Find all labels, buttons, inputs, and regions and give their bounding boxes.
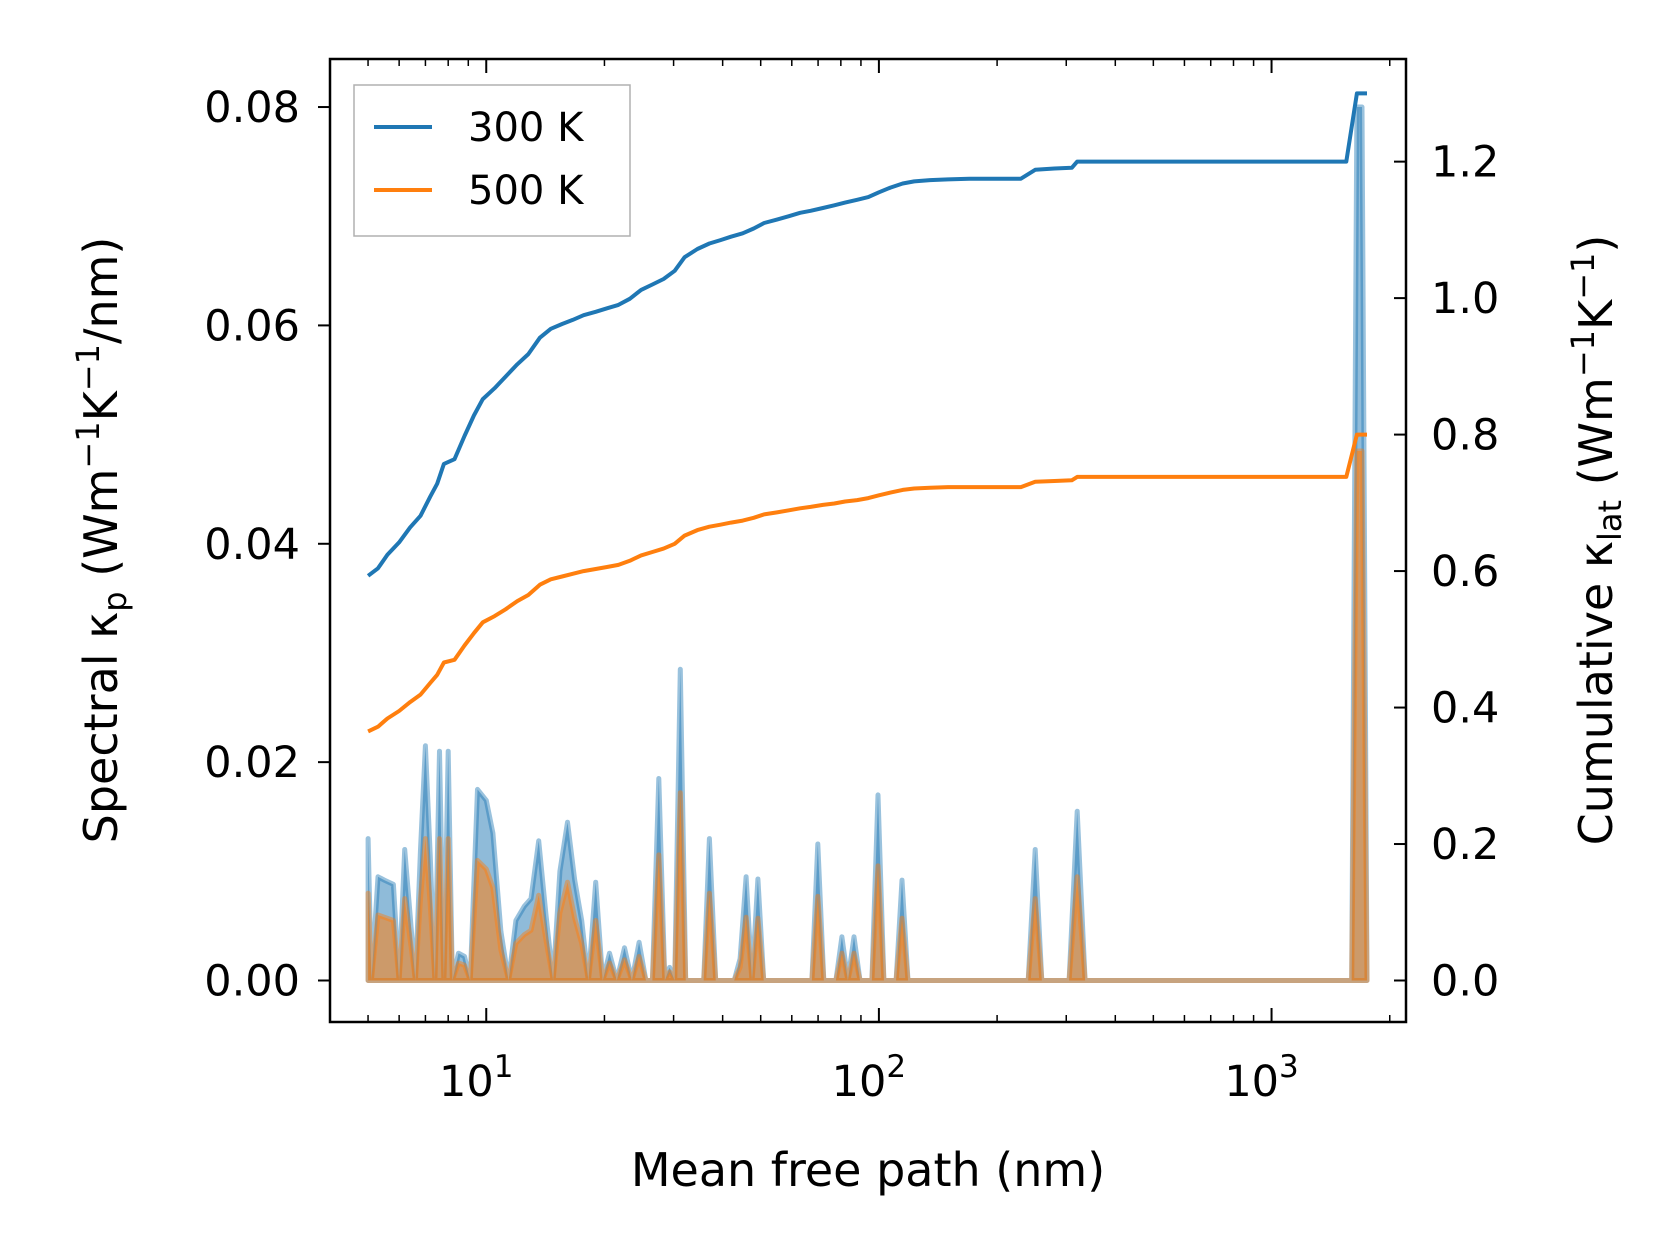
y-axis-title: Spectral κp (Wm−1K−1/nm): [69, 237, 134, 844]
x-tick-label: 103: [1224, 1049, 1298, 1107]
plot-frame: [328, 57, 1408, 1024]
cumulative-line-500k: [367, 432, 1367, 734]
legend-label-500k: 500 K: [468, 168, 585, 214]
cumulative-line-group: [366, 91, 1367, 734]
spectral-area-500k: [365, 448, 1370, 983]
y2-tick-label: 0.2: [1431, 820, 1499, 870]
cumulative-line-300k: [366, 91, 1367, 578]
spectral-area-300k: [365, 104, 1370, 983]
y-tick-label: 0.06: [204, 301, 300, 351]
legend-label-300k: 300 K: [468, 105, 585, 151]
y2-tick-label: 1.0: [1431, 274, 1499, 324]
tick-label-group: 0.00 0.02 0.04 0.06 0.08 0.0 0.2 0.4 0.6 0.8 1.0 1.…: [204, 83, 1499, 1107]
y2-tick-label: 0.0: [1431, 957, 1499, 1007]
x-tick-label: 102: [832, 1049, 906, 1107]
y-tick-label: 0.08: [204, 83, 300, 133]
tick-group: [318, 59, 1406, 1022]
legend: 300 K 500 K: [353, 84, 631, 237]
x-tick-label: 101: [439, 1049, 513, 1107]
y-tick-label: 0.04: [204, 520, 300, 570]
y-tick-label: 0.00: [204, 957, 300, 1007]
y2-tick-label: 0.4: [1431, 684, 1499, 734]
y2-tick-label: 0.6: [1431, 547, 1499, 597]
legend-box: [353, 84, 631, 237]
y2-tick-label: 0.8: [1431, 411, 1499, 461]
spectral-fill-group: [365, 104, 1370, 983]
y2-tick-label: 1.2: [1431, 138, 1499, 188]
y-tick-label: 0.02: [204, 738, 300, 788]
y2-axis-title: Cumulative κlat (Wm−1K−1): [1564, 235, 1629, 846]
x-axis-title: Mean free path (nm): [631, 1143, 1105, 1197]
